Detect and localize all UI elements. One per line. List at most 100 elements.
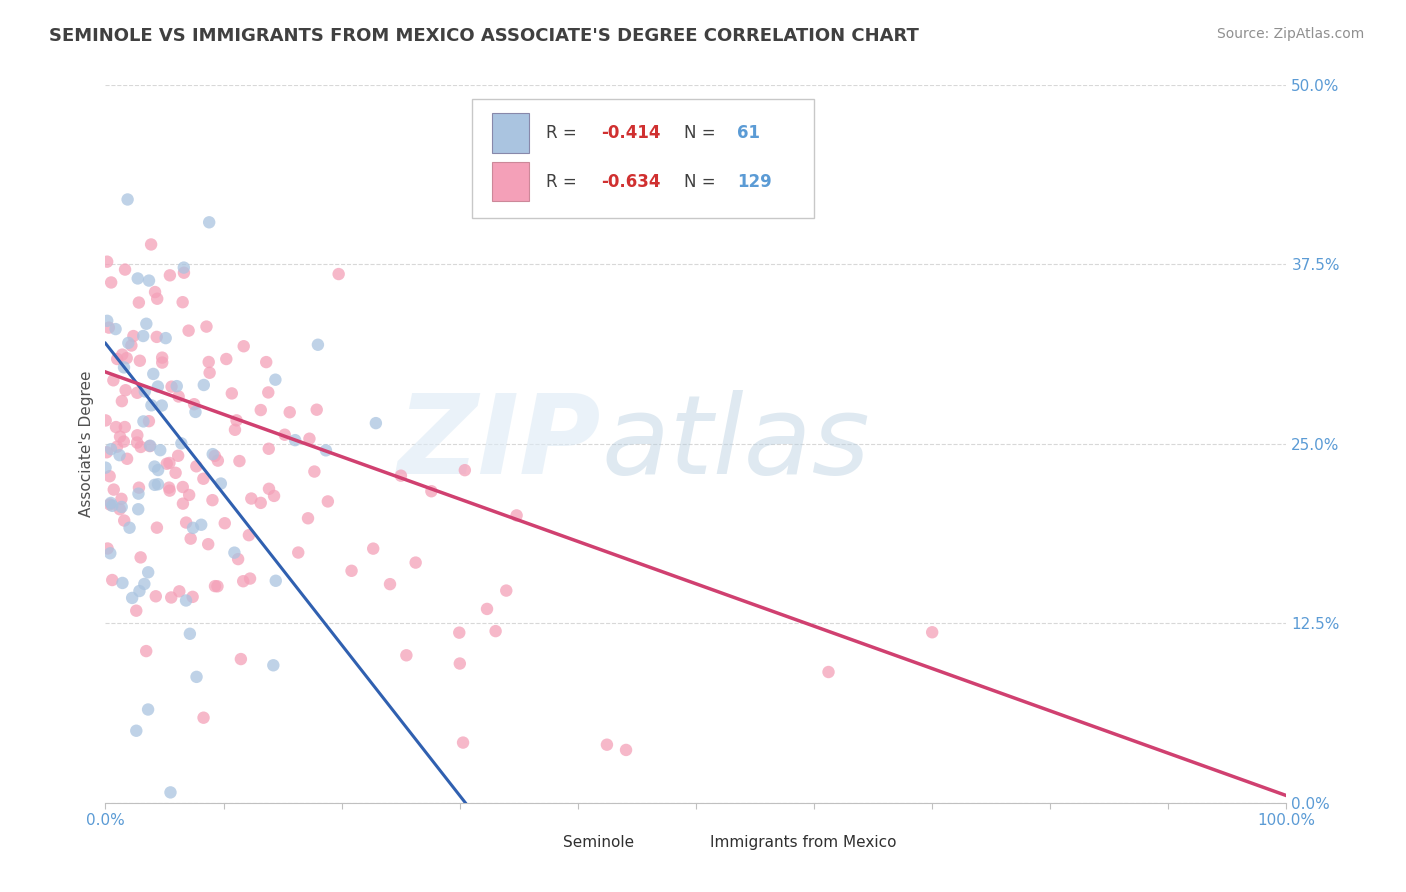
Text: SEMINOLE VS IMMIGRANTS FROM MEXICO ASSOCIATE'S DEGREE CORRELATION CHART: SEMINOLE VS IMMIGRANTS FROM MEXICO ASSOC… — [49, 27, 920, 45]
Point — [118, 521, 141, 535]
Point — [278, 405, 301, 419]
Text: Seminole: Seminole — [562, 835, 634, 850]
Point — [169, 584, 191, 599]
Point — [238, 528, 260, 542]
Point — [135, 644, 157, 658]
Point — [101, 499, 124, 513]
Point — [136, 566, 159, 580]
Point — [298, 432, 321, 446]
Point — [127, 486, 149, 500]
Point — [96, 254, 118, 268]
Bar — [678, 828, 704, 856]
Point — [127, 385, 149, 400]
Point — [96, 445, 118, 459]
Text: 61: 61 — [737, 124, 761, 142]
Text: -0.634: -0.634 — [602, 173, 661, 191]
Point — [120, 338, 142, 352]
Point — [614, 743, 637, 757]
Point — [172, 295, 194, 310]
Point — [108, 430, 131, 444]
Point — [274, 427, 297, 442]
Point — [240, 491, 263, 506]
Point — [159, 483, 181, 498]
Point — [146, 379, 169, 393]
Point — [201, 447, 224, 461]
Point — [174, 516, 197, 530]
Point — [139, 439, 162, 453]
Point — [395, 648, 418, 663]
Point — [146, 292, 169, 306]
Point — [239, 572, 262, 586]
Point — [207, 579, 229, 593]
Point — [475, 602, 498, 616]
Point — [103, 483, 125, 497]
Point — [197, 355, 219, 369]
Point — [94, 460, 117, 475]
Point — [249, 403, 271, 417]
Point — [98, 498, 121, 512]
Text: Source: ZipAtlas.com: Source: ZipAtlas.com — [1216, 27, 1364, 41]
Point — [159, 785, 181, 799]
Point — [100, 496, 122, 510]
Point — [100, 442, 122, 457]
Y-axis label: Associate's Degree: Associate's Degree — [79, 370, 94, 517]
Point — [104, 322, 127, 336]
Point — [159, 268, 181, 283]
Point — [232, 339, 254, 353]
Point — [254, 355, 277, 369]
Point — [98, 546, 121, 560]
Point — [146, 477, 169, 491]
Point — [193, 378, 215, 392]
Point — [150, 351, 173, 365]
Point — [181, 590, 204, 604]
Point — [229, 652, 252, 666]
Point — [166, 379, 188, 393]
Point — [179, 627, 201, 641]
FancyBboxPatch shape — [471, 99, 814, 218]
Point — [167, 390, 190, 404]
Point — [101, 573, 124, 587]
Point — [364, 416, 387, 430]
Point — [112, 514, 135, 528]
Text: ZIP: ZIP — [398, 391, 602, 497]
Point — [136, 702, 159, 716]
Point — [505, 508, 527, 523]
Point — [449, 625, 471, 640]
Point — [305, 402, 328, 417]
Text: N =: N = — [685, 124, 721, 142]
Point — [405, 556, 427, 570]
Point — [145, 330, 167, 344]
Point — [145, 589, 167, 603]
Point — [262, 658, 284, 673]
Point — [304, 465, 326, 479]
Point — [172, 497, 194, 511]
Point — [257, 442, 280, 456]
Point — [167, 449, 190, 463]
Point — [214, 516, 236, 531]
Point — [111, 500, 134, 514]
Point — [97, 541, 120, 556]
Point — [112, 360, 135, 375]
Point — [165, 466, 187, 480]
Point — [127, 435, 149, 450]
Point — [209, 476, 232, 491]
Point — [297, 511, 319, 525]
Point — [215, 351, 238, 366]
Point — [173, 266, 195, 280]
Point — [100, 276, 122, 290]
Point — [139, 439, 162, 453]
Point — [454, 463, 477, 477]
Text: 129: 129 — [737, 173, 772, 191]
Point — [198, 366, 221, 380]
Point — [181, 521, 204, 535]
Point — [224, 546, 246, 560]
Point — [146, 521, 169, 535]
Point — [143, 285, 166, 299]
Point — [186, 459, 208, 474]
Point — [160, 379, 183, 393]
Point — [97, 320, 120, 334]
Point — [263, 489, 285, 503]
Text: R =: R = — [546, 173, 582, 191]
Point — [204, 579, 226, 593]
Point — [180, 532, 202, 546]
